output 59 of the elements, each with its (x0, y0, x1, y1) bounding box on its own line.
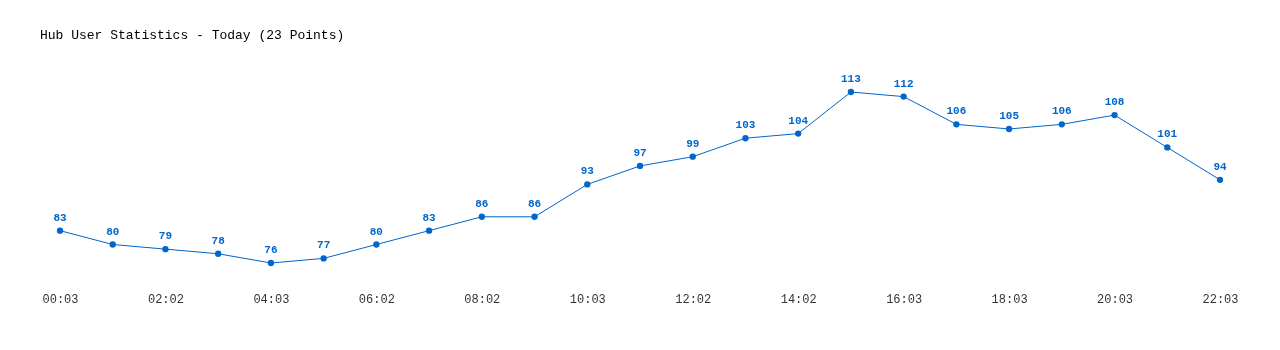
x-tick-label: 06:02 (358, 292, 395, 307)
data-label: 83 (422, 211, 437, 224)
point (373, 241, 380, 248)
point (56, 227, 64, 234)
x-tick-label: 14:02 (780, 292, 817, 307)
point (636, 162, 644, 170)
point (531, 213, 538, 220)
point (847, 88, 855, 96)
point (1216, 176, 1224, 183)
data-label: 105 (999, 109, 1020, 122)
x-tick-label: 12:02 (675, 292, 712, 307)
point (584, 181, 591, 188)
chart-title: Hub User Statistics - Today (23 Points) (40, 28, 345, 43)
data-label: 93 (580, 165, 595, 178)
point (215, 250, 222, 257)
point (320, 255, 327, 262)
data-label: 83 (53, 211, 67, 224)
data-label: 113 (841, 73, 862, 85)
x-tick-label: 18:03 (991, 292, 1028, 307)
point (425, 227, 433, 234)
data-label: 79 (158, 230, 173, 243)
point (1058, 121, 1065, 128)
data-label: 106 (946, 105, 967, 118)
data-label: 104 (788, 114, 809, 127)
point (478, 213, 485, 220)
x-tick-label: 16:03 (886, 292, 923, 307)
point (900, 93, 907, 100)
data-label: 77 (317, 239, 331, 252)
x-tick-label: 00:03 (42, 292, 79, 307)
x-tick-label: 22:03 (1202, 292, 1239, 307)
point (109, 241, 116, 248)
data-label: 106 (1051, 105, 1072, 118)
point (1164, 144, 1171, 151)
x-tick-label: 04:03 (253, 292, 290, 307)
x-tick-label: 02:02 (147, 292, 184, 307)
x-tick-label: 08:02 (464, 292, 501, 307)
point (1005, 125, 1013, 133)
point (742, 135, 749, 142)
data-label: 86 (527, 197, 542, 210)
x-tick-label: 10:03 (569, 292, 606, 307)
point (795, 130, 802, 137)
data-label: 86 (475, 197, 489, 210)
data-label: 80 (369, 225, 383, 238)
data-label: 99 (686, 137, 700, 150)
point (267, 259, 275, 267)
data-label: 78 (211, 234, 226, 247)
data-label: 101 (1157, 128, 1178, 141)
point (953, 121, 960, 128)
x-tick-label: 20:03 (1097, 292, 1134, 307)
data-label: 97 (633, 146, 647, 159)
point (689, 153, 696, 160)
data-label: 108 (1104, 96, 1125, 109)
data-label: 76 (264, 244, 278, 256)
point (1111, 111, 1118, 119)
data-label: 112 (893, 77, 914, 90)
data-label: 94 (1213, 160, 1227, 173)
data-label: 80 (106, 225, 120, 238)
data-label: 103 (735, 119, 756, 132)
point (162, 245, 169, 253)
